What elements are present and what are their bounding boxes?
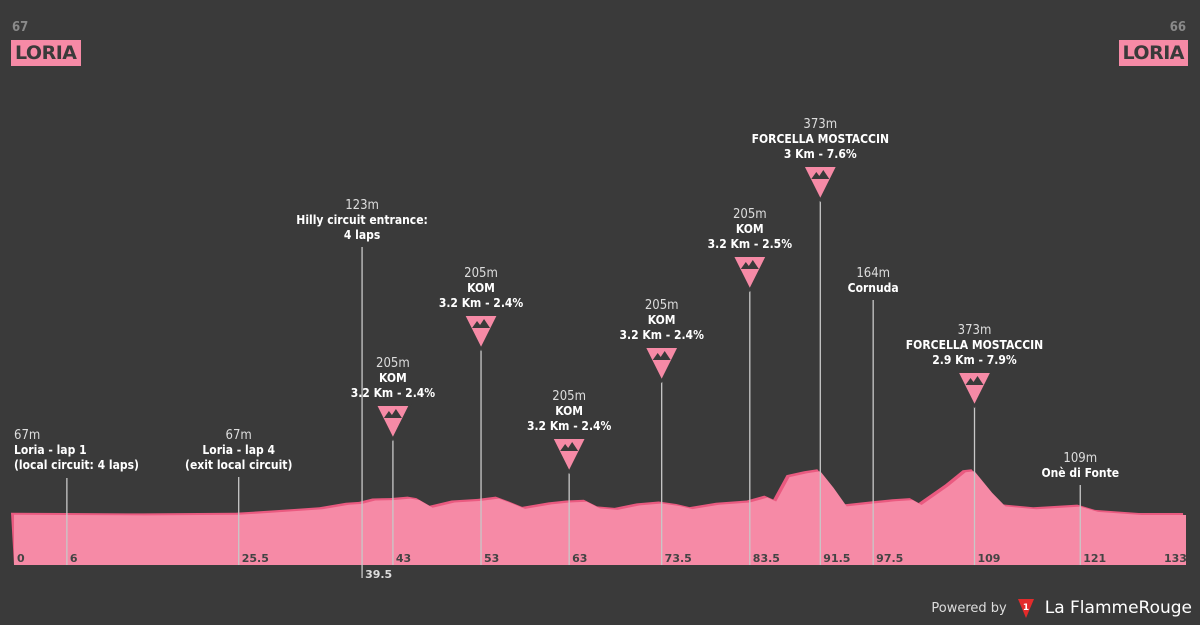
poi-label: 373m FORCELLA MOSTACCIN 3 Km - 7.6% xyxy=(752,117,889,162)
poi-altitude: 205m xyxy=(644,298,679,313)
poi-label: 67m Loria - lap 4 (exit local circuit) xyxy=(185,428,292,473)
kom-triangle-icon xyxy=(731,255,769,293)
km-tick-label: 53 xyxy=(484,552,500,565)
km-tick-label: 39.5 xyxy=(365,568,393,581)
kom-triangle-icon xyxy=(643,346,681,384)
poi-description: Cornuda xyxy=(847,281,899,295)
km-tick-label: 73.5 xyxy=(664,552,692,565)
poi-altitude: 109m xyxy=(1063,451,1098,466)
poi-altitude: 205m xyxy=(376,356,410,371)
kom-triangle-icon xyxy=(801,165,839,203)
poi-description: 2.9 Km - 7.9% xyxy=(932,353,1017,367)
poi-label: 205m KOM 3.2 Km - 2.5% xyxy=(708,207,792,252)
poi-description: (local circuit: 4 laps) xyxy=(14,458,139,472)
km-tick-label: 133 xyxy=(1164,552,1187,565)
poi-description: 4 laps xyxy=(343,228,381,242)
kom-triangle-icon xyxy=(955,371,994,409)
profile-area xyxy=(14,471,1186,565)
brand-name: La FlammeRouge xyxy=(1044,598,1192,618)
km-tick-label: 83.5 xyxy=(752,552,780,565)
poi-description: 3.2 Km - 2.4% xyxy=(350,386,436,400)
poi-altitude: 205m xyxy=(732,207,767,222)
poi-label: 205m KOM 3.2 Km - 2.4% xyxy=(439,266,523,311)
finish-elevation: 66 xyxy=(1169,20,1186,35)
kom-triangle-icon xyxy=(550,437,588,475)
mountain-icon xyxy=(811,170,830,179)
poi-label: 205m KOM 3.2 Km - 2.4% xyxy=(351,356,435,401)
poi-altitude: 67m xyxy=(225,428,252,443)
mountain-icon xyxy=(383,409,402,418)
poi-description: 3.2 Km - 2.4% xyxy=(438,296,524,310)
poi-altitude: 373m xyxy=(803,117,838,132)
poi-altitude: 67m xyxy=(14,428,41,443)
mountain-icon xyxy=(740,260,759,269)
start-town-badge: LORIA xyxy=(11,40,81,66)
flame-rouge-logo-icon: 1 xyxy=(1017,599,1034,618)
poi-description: 3 Km - 7.6% xyxy=(783,147,857,161)
km-tick-label: 97.5 xyxy=(876,552,904,565)
mountain-icon xyxy=(560,442,579,451)
finish-town-badge: LORIA xyxy=(1118,40,1188,66)
mountain-icon xyxy=(472,319,491,328)
kom-triangle-icon xyxy=(462,314,500,352)
poi-description: KOM xyxy=(379,371,407,385)
poi-description: Loria - lap 4 xyxy=(202,443,275,457)
footer: Powered by 1 La FlammeRouge xyxy=(931,597,1192,619)
km-tick-label: 91.5 xyxy=(823,552,851,565)
poi-description: 3.2 Km - 2.5% xyxy=(707,237,793,251)
poi-label: 123m Hilly circuit entrance: 4 laps xyxy=(296,198,428,243)
poi-altitude: 205m xyxy=(464,266,498,281)
poi-altitude: 123m xyxy=(345,198,379,213)
km-tick-label: 0 xyxy=(17,552,25,565)
kom-triangle-icon xyxy=(374,404,412,442)
poi-description: Onè di Fonte xyxy=(1041,466,1120,480)
poi-label: 373m FORCELLA MOSTACCIN 2.9 Km - 7.9% xyxy=(906,323,1043,368)
poi-label: 164m Cornuda xyxy=(848,266,899,296)
poi-altitude: 164m xyxy=(856,266,891,281)
mountain-icon xyxy=(652,351,671,360)
km-tick-label: 25.5 xyxy=(241,552,269,565)
poi-description: 3.2 Km - 2.4% xyxy=(526,419,612,433)
poi-label: 67m Loria - lap 1 (local circuit: 4 laps) xyxy=(14,428,139,473)
poi-description: Hilly circuit entrance: xyxy=(296,213,428,227)
poi-label: 205m KOM 3.2 Km - 2.4% xyxy=(527,389,611,434)
poi-description: KOM xyxy=(555,404,584,418)
poi-altitude: 373m xyxy=(957,323,992,338)
svg-text:1: 1 xyxy=(1023,603,1029,613)
powered-by-text: Powered by xyxy=(931,600,1007,616)
poi-altitude: 205m xyxy=(552,389,587,404)
poi-description: 3.2 Km - 2.4% xyxy=(619,328,704,342)
poi-description: FORCELLA MOSTACCIN xyxy=(751,132,890,146)
poi-description: KOM xyxy=(647,313,676,327)
poi-description: FORCELLA MOSTACCIN xyxy=(905,338,1044,352)
poi-description: Loria - lap 1 xyxy=(14,443,87,457)
km-tick-label: 43 xyxy=(395,552,412,565)
poi-description: KOM xyxy=(735,222,764,236)
start-elevation: 67 xyxy=(12,20,29,35)
km-tick-label: 63 xyxy=(572,552,588,565)
km-tick-label: 6 xyxy=(69,552,78,565)
poi-description: KOM xyxy=(467,281,495,295)
poi-description: (exit local circuit) xyxy=(185,458,293,472)
poi-label: 205m KOM 3.2 Km - 2.4% xyxy=(619,298,703,343)
km-tick-label: 109 xyxy=(977,552,1001,565)
mountain-icon xyxy=(965,376,984,385)
poi-label: 109m Onè di Fonte xyxy=(1041,451,1119,481)
km-tick-label: 121 xyxy=(1083,552,1107,565)
